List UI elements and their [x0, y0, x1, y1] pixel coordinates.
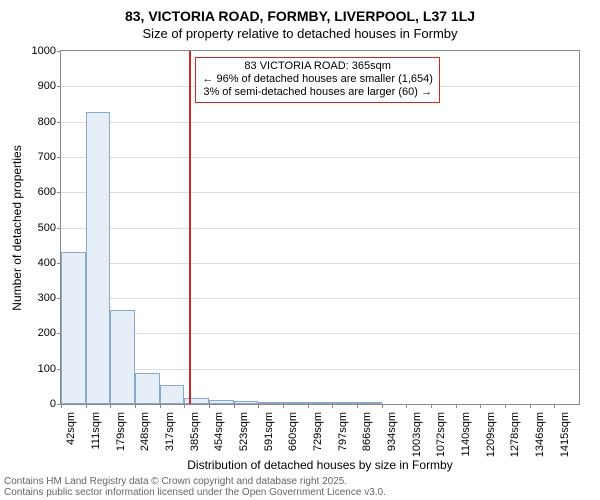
ytick-mark — [57, 228, 61, 229]
bar — [308, 402, 333, 404]
gridline — [61, 263, 579, 264]
ytick-mark — [57, 122, 61, 123]
bar — [160, 385, 185, 404]
xtick-label: 1003sqm — [411, 412, 423, 457]
footer-line-1: Contains HM Land Registry data © Crown c… — [4, 476, 386, 487]
xtick-label: 1209sqm — [485, 412, 497, 457]
xtick-label: 523sqm — [238, 412, 250, 451]
xtick-label: 866sqm — [361, 412, 373, 451]
xtick-label: 454sqm — [213, 412, 225, 451]
ytick-label: 300 — [16, 292, 56, 304]
bar — [357, 402, 382, 404]
annotation-line-3: 3% of semi-detached houses are larger (6… — [202, 86, 433, 99]
xtick-mark — [357, 404, 358, 408]
xtick-mark — [160, 404, 161, 408]
xtick-label: 179sqm — [115, 412, 127, 451]
xtick-label: 1140sqm — [460, 412, 472, 456]
xtick-mark — [431, 404, 432, 408]
ytick-label: 400 — [16, 257, 56, 269]
xtick-mark — [135, 404, 136, 408]
bar — [258, 402, 283, 404]
xtick-mark — [258, 404, 259, 408]
chart-footer: Contains HM Land Registry data © Crown c… — [4, 476, 386, 498]
xtick-mark — [456, 404, 457, 408]
bar — [110, 310, 135, 404]
xtick-label: 317sqm — [164, 412, 176, 451]
xtick-label: 1346sqm — [534, 412, 546, 457]
ytick-label: 1000 — [16, 45, 56, 57]
xtick-mark — [382, 404, 383, 408]
ytick-label: 700 — [16, 151, 56, 163]
xtick-label: 934sqm — [386, 412, 398, 451]
ytick-label: 0 — [16, 398, 56, 410]
xtick-mark — [406, 404, 407, 408]
chart-container: 83, VICTORIA ROAD, FORMBY, LIVERPOOL, L3… — [0, 0, 600, 500]
xtick-label: 42sqm — [65, 412, 77, 445]
marker-line — [189, 51, 191, 404]
gridline — [61, 333, 579, 334]
gridline — [61, 298, 579, 299]
bar — [61, 252, 86, 404]
ytick-label: 200 — [16, 327, 56, 339]
xtick-label: 591sqm — [263, 412, 275, 451]
bar — [209, 400, 234, 404]
xtick-mark — [480, 404, 481, 408]
xtick-mark — [234, 404, 235, 408]
bar — [86, 112, 111, 404]
gridline — [61, 228, 579, 229]
bar — [332, 402, 357, 404]
ytick-label: 600 — [16, 186, 56, 198]
bar — [184, 398, 209, 404]
xtick-label: 660sqm — [287, 412, 299, 451]
annotation-line-2: ← 96% of detached houses are smaller (1,… — [202, 73, 433, 86]
ytick-label: 800 — [16, 116, 56, 128]
xtick-label: 1278sqm — [509, 412, 521, 457]
chart-title-subtitle: Size of property relative to detached ho… — [0, 26, 600, 41]
ytick-label: 500 — [16, 222, 56, 234]
bar — [234, 401, 259, 404]
xtick-mark — [184, 404, 185, 408]
annotation-line-1: 83 VICTORIA ROAD: 365sqm — [202, 60, 433, 73]
ytick-mark — [57, 51, 61, 52]
gridline — [61, 192, 579, 193]
xtick-mark — [209, 404, 210, 408]
xtick-label: 248sqm — [139, 412, 151, 451]
xtick-mark — [530, 404, 531, 408]
xtick-mark — [505, 404, 506, 408]
ytick-mark — [57, 192, 61, 193]
xtick-mark — [283, 404, 284, 408]
xtick-label: 797sqm — [337, 412, 349, 451]
bar — [283, 402, 308, 404]
xtick-mark — [61, 404, 62, 408]
ytick-mark — [57, 157, 61, 158]
footer-line-2: Contains public sector information licen… — [4, 487, 386, 498]
plot-area: 0100200300400500600700800900100042sqm111… — [60, 50, 580, 405]
annotation-box: 83 VICTORIA ROAD: 365sqm← 96% of detache… — [195, 57, 440, 103]
ytick-label: 900 — [16, 80, 56, 92]
bar — [135, 373, 160, 404]
xtick-label: 1072sqm — [435, 412, 447, 457]
xtick-label: 729sqm — [312, 412, 324, 451]
gridline — [61, 157, 579, 158]
xtick-mark — [332, 404, 333, 408]
xtick-mark — [86, 404, 87, 408]
x-axis-label: Distribution of detached houses by size … — [60, 458, 580, 472]
gridline — [61, 369, 579, 370]
xtick-mark — [110, 404, 111, 408]
ytick-mark — [57, 86, 61, 87]
ytick-label: 100 — [16, 363, 56, 375]
xtick-mark — [554, 404, 555, 408]
xtick-label: 111sqm — [90, 412, 102, 450]
xtick-label: 1415sqm — [559, 412, 571, 457]
gridline — [61, 122, 579, 123]
chart-title-address: 83, VICTORIA ROAD, FORMBY, LIVERPOOL, L3… — [0, 8, 600, 24]
xtick-mark — [308, 404, 309, 408]
xtick-label: 385sqm — [189, 412, 201, 451]
